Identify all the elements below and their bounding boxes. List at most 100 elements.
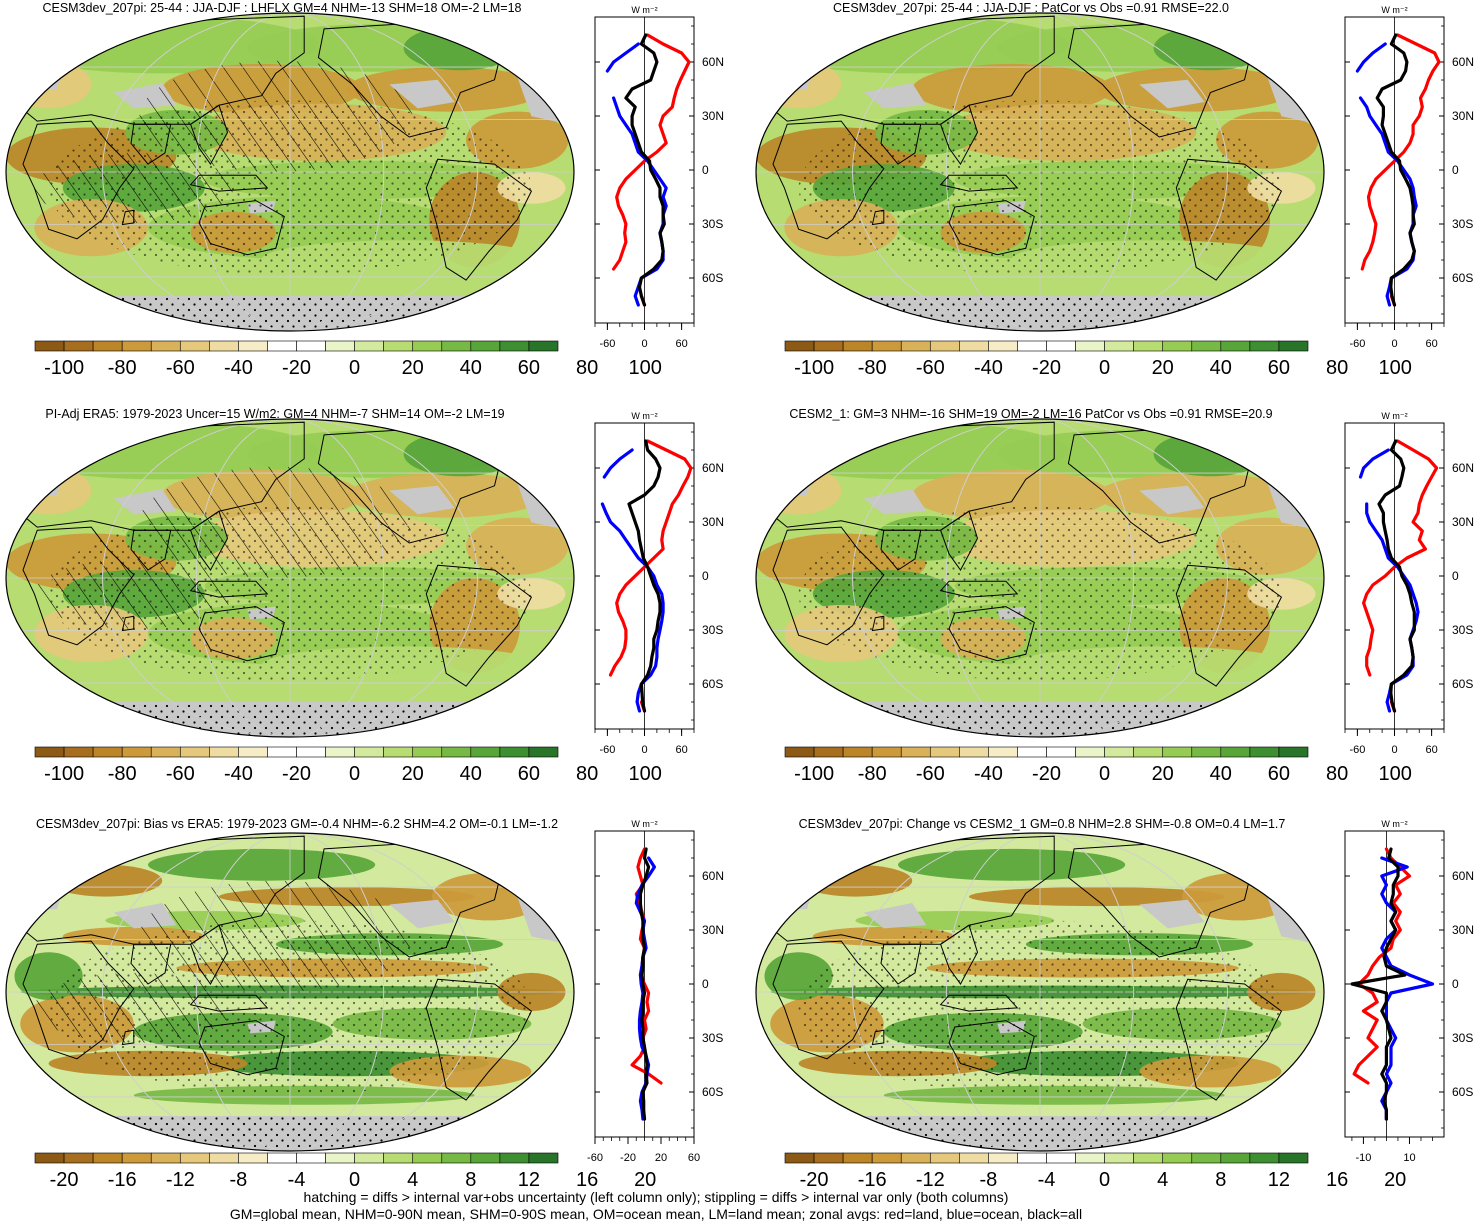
map-border xyxy=(755,832,1325,1152)
zonal-xtick-label: 0 xyxy=(641,338,647,350)
zonal-units-label: W m⁻² xyxy=(1381,411,1407,421)
colorbar-tick-label: -16 xyxy=(858,1169,887,1191)
map-field-blob xyxy=(6,60,92,109)
colorbar-swatch xyxy=(383,340,414,352)
colorbar-swatch xyxy=(383,1152,414,1164)
colorbar-swatch xyxy=(1162,340,1193,352)
colorbar-tick-label: 80 xyxy=(576,357,598,379)
zonal-ytick-label: 0 xyxy=(702,569,709,583)
colorbar-p1: -100 -80 -60 -40 -20 0 20 40 60 80 100 xyxy=(34,340,662,379)
colorbar-tick-label: -8 xyxy=(230,1169,248,1191)
colorbar-tick-label: -40 xyxy=(974,763,1003,785)
zonal-units-label: W m⁻² xyxy=(631,5,657,15)
colorbar-swatch xyxy=(354,1152,384,1164)
zonal-ytick-label: 60S xyxy=(1452,271,1473,285)
colorbar-tick-label: -60 xyxy=(166,357,195,379)
colorbar-tick-label: 20 xyxy=(1152,763,1174,785)
colorbar-tick-label: 40 xyxy=(460,763,482,785)
colorbar-swatch xyxy=(121,746,152,758)
colorbar-tick-label: -8 xyxy=(980,1169,998,1191)
colorbar-swatch xyxy=(150,340,181,352)
colorbar-swatch xyxy=(1278,1152,1309,1164)
colorbar-tick-label: -40 xyxy=(224,763,253,785)
map-p3 xyxy=(5,418,575,738)
colorbar-tick-label: -60 xyxy=(166,763,195,785)
zonal-ytick-label: 60S xyxy=(702,1085,723,1099)
colorbar-swatch xyxy=(441,340,472,352)
map-field-blob xyxy=(148,848,376,881)
coastline-indon xyxy=(189,174,269,192)
map-field-blob xyxy=(898,848,1126,881)
colorbar-tick-label: -20 xyxy=(282,357,311,379)
colorbar-swatch xyxy=(354,340,384,352)
zonal-ytick-label: 0 xyxy=(1452,163,1459,177)
colorbar-swatch xyxy=(1278,746,1309,758)
colorbar-tick-label: 40 xyxy=(460,357,482,379)
graticule-line xyxy=(195,833,385,1151)
colorbar-swatch xyxy=(63,746,94,758)
colorbar-swatch xyxy=(1046,340,1076,352)
hatching-overlay xyxy=(34,152,234,223)
colorbar-swatch xyxy=(813,340,844,352)
coastline-australia xyxy=(948,606,1035,662)
hatching-overlay xyxy=(139,60,413,172)
zonal-series-ocean xyxy=(1380,856,1435,1121)
hatching-overlay xyxy=(139,880,413,992)
colorbar-swatch xyxy=(842,1152,873,1164)
zonal-ytick-label: 60S xyxy=(1452,1085,1473,1099)
coastline-madag xyxy=(871,1029,885,1046)
colorbar-swatch xyxy=(470,746,501,758)
panel-title: CESM3dev_207pi: 25-44 : JJA-DJF : LHFLX … xyxy=(42,1,521,15)
coastline-samerica xyxy=(425,978,533,1101)
colorbar-swatch xyxy=(412,1152,443,1164)
zonal-ytick-label: 30N xyxy=(702,109,724,123)
colorbar-tick-label: 60 xyxy=(518,357,540,379)
colorbar-swatch xyxy=(959,1152,989,1164)
missing-data-region xyxy=(1139,485,1205,515)
coastline-africa xyxy=(772,940,885,1060)
colorbar-swatch xyxy=(1278,340,1309,352)
coastline-madag xyxy=(121,1029,135,1046)
map-p4 xyxy=(755,418,1325,738)
missing-data-region xyxy=(389,899,455,929)
colorbar-swatch xyxy=(1249,746,1280,758)
colorbar-tick-label: -80 xyxy=(108,763,137,785)
zonal-ytick-label: 0 xyxy=(1452,569,1459,583)
colorbar-swatch xyxy=(900,340,931,352)
colorbar-p3: -100 -80 -60 -40 -20 0 20 40 60 80 100 xyxy=(34,746,662,785)
coastline-samerica xyxy=(425,158,533,281)
graticule-line xyxy=(195,419,385,737)
colorbar-p2: -100 -80 -60 -40 -20 0 20 40 60 80 100 xyxy=(784,340,1412,379)
colorbar-tick-label: 12 xyxy=(518,1169,540,1191)
footnote-line-1: hatching = diffs > internal var+obs unce… xyxy=(304,1189,1009,1205)
map-field-blob xyxy=(403,431,518,477)
zonal-xtick-label: -60 xyxy=(1349,338,1365,350)
coastline-seasia xyxy=(939,924,979,985)
zonal-series-all xyxy=(627,439,662,713)
colorbar-swatch xyxy=(34,746,65,758)
zonal-series-land xyxy=(1352,847,1412,1121)
missing-data-region xyxy=(1139,899,1205,929)
colorbar-swatch xyxy=(900,746,931,758)
coastline-indon xyxy=(939,994,1019,1012)
colorbar-swatch xyxy=(784,340,815,352)
colorbar-tick-label: 0 xyxy=(349,357,360,379)
coastline-greenland xyxy=(1255,21,1311,59)
colorbar-swatch xyxy=(1133,340,1164,352)
colorbar-swatch xyxy=(1133,746,1164,758)
colorbar-swatch xyxy=(988,1152,1018,1164)
coastline-africa xyxy=(22,940,135,1060)
colorbar-tick-label: 20 xyxy=(1384,1169,1406,1191)
colorbar-swatch xyxy=(238,1152,268,1164)
zonal-ytick-label: 30S xyxy=(1452,217,1473,231)
panel-title: CESM2_1: GM=3 NHM=-16 SHM=19 OM=-2 LM=16… xyxy=(789,407,1272,421)
colorbar-tick-label: -40 xyxy=(224,357,253,379)
zonal-xtick-label: 0 xyxy=(641,744,647,756)
colorbar-p6: -20 -16 -12 -8 -4 0 4 8 12 16 20 xyxy=(784,1152,1406,1191)
map-field-blob xyxy=(756,60,842,109)
colorbar-swatch xyxy=(209,746,239,758)
colorbar-swatch xyxy=(1249,1152,1280,1164)
zonal-series-all xyxy=(1377,439,1416,713)
map-p5 xyxy=(5,832,575,1152)
colorbar-tick-label: 16 xyxy=(1326,1169,1348,1191)
